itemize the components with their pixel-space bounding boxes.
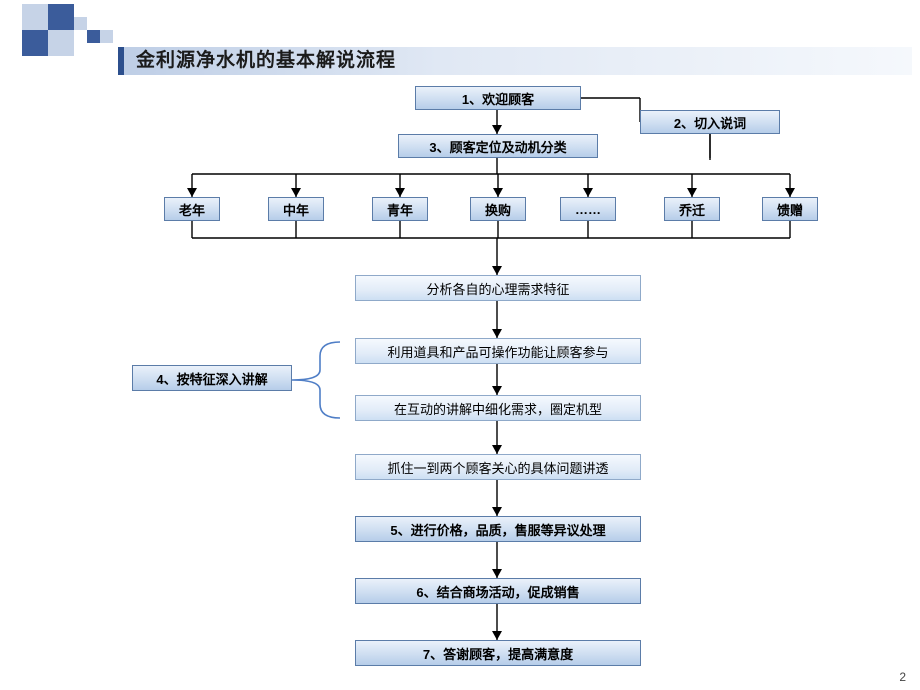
flow-node-a4: 抓住一到两个顾客关心的具体问题讲透: [355, 454, 641, 480]
deco-square: [22, 30, 48, 56]
flow-node-cat5: ……: [560, 197, 616, 221]
flow-node-a2: 利用道具和产品可操作功能让顾客参与: [355, 338, 641, 364]
flow-node-a3: 在互动的讲解中细化需求，圈定机型: [355, 395, 641, 421]
flow-node-a1: 分析各自的心理需求特征: [355, 275, 641, 301]
flow-node-side: 4、按特征深入讲解: [132, 365, 292, 391]
deco-square: [48, 30, 74, 56]
deco-square: [22, 4, 48, 30]
flow-node-n7: 7、答谢顾客，提高满意度: [355, 640, 641, 666]
flow-node-n3: 3、顾客定位及动机分类: [398, 134, 598, 158]
deco-square: [74, 17, 87, 30]
flow-node-n5: 5、进行价格，品质，售服等异议处理: [355, 516, 641, 542]
deco-square: [100, 30, 113, 43]
deco-square: [87, 30, 100, 43]
flow-node-n1: 1、欢迎顾客: [415, 86, 581, 110]
page-title: 金利源净水机的基本解说流程: [136, 47, 396, 75]
flow-node-cat6: 乔迁: [664, 197, 720, 221]
flow-node-cat1: 老年: [164, 197, 220, 221]
flow-node-cat7: 馈赠: [762, 197, 818, 221]
deco-square: [48, 4, 74, 30]
flow-node-cat2: 中年: [268, 197, 324, 221]
page-number: 2: [899, 670, 906, 684]
flow-node-n6: 6、结合商场活动，促成销售: [355, 578, 641, 604]
flow-node-n2: 2、切入说词: [640, 110, 780, 134]
flow-node-cat4: 换购: [470, 197, 526, 221]
flow-node-cat3: 青年: [372, 197, 428, 221]
